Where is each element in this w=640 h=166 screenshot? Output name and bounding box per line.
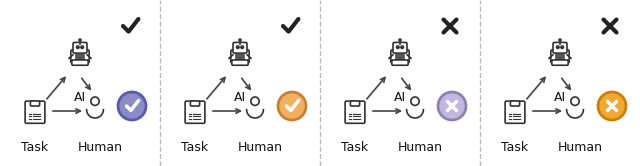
Circle shape bbox=[79, 39, 81, 41]
Text: Human: Human bbox=[77, 141, 122, 154]
FancyBboxPatch shape bbox=[345, 101, 365, 123]
Circle shape bbox=[396, 46, 399, 49]
FancyBboxPatch shape bbox=[351, 101, 360, 106]
FancyBboxPatch shape bbox=[553, 42, 567, 53]
Circle shape bbox=[598, 92, 626, 120]
Text: AI: AI bbox=[234, 91, 246, 104]
FancyBboxPatch shape bbox=[505, 101, 525, 123]
FancyBboxPatch shape bbox=[231, 50, 249, 64]
Text: AI: AI bbox=[74, 91, 86, 104]
Text: Task: Task bbox=[341, 141, 369, 154]
Text: Human: Human bbox=[557, 141, 602, 154]
FancyBboxPatch shape bbox=[73, 42, 87, 53]
Circle shape bbox=[401, 46, 404, 49]
FancyBboxPatch shape bbox=[233, 42, 247, 53]
Text: Task: Task bbox=[501, 141, 529, 154]
FancyBboxPatch shape bbox=[511, 101, 520, 106]
FancyBboxPatch shape bbox=[72, 60, 88, 65]
FancyBboxPatch shape bbox=[391, 50, 409, 64]
Circle shape bbox=[571, 97, 579, 105]
FancyBboxPatch shape bbox=[551, 50, 569, 64]
Circle shape bbox=[278, 92, 306, 120]
Circle shape bbox=[236, 46, 239, 49]
Text: Task: Task bbox=[21, 141, 49, 154]
Circle shape bbox=[559, 39, 561, 41]
Circle shape bbox=[81, 46, 84, 49]
Circle shape bbox=[561, 46, 564, 49]
FancyBboxPatch shape bbox=[191, 101, 200, 106]
FancyBboxPatch shape bbox=[31, 101, 40, 106]
FancyBboxPatch shape bbox=[185, 101, 205, 123]
Circle shape bbox=[76, 46, 79, 49]
Text: Human: Human bbox=[397, 141, 442, 154]
Circle shape bbox=[241, 46, 244, 49]
Circle shape bbox=[556, 46, 559, 49]
Circle shape bbox=[411, 97, 419, 105]
FancyBboxPatch shape bbox=[25, 101, 45, 123]
FancyBboxPatch shape bbox=[232, 60, 248, 65]
Circle shape bbox=[118, 92, 146, 120]
Text: Task: Task bbox=[181, 141, 209, 154]
Text: Human: Human bbox=[237, 141, 282, 154]
FancyBboxPatch shape bbox=[393, 42, 407, 53]
Text: AI: AI bbox=[394, 91, 406, 104]
FancyBboxPatch shape bbox=[392, 60, 408, 65]
Circle shape bbox=[251, 97, 259, 105]
Circle shape bbox=[239, 39, 241, 41]
FancyBboxPatch shape bbox=[71, 50, 89, 64]
Circle shape bbox=[399, 39, 401, 41]
Circle shape bbox=[438, 92, 466, 120]
Circle shape bbox=[91, 97, 99, 105]
FancyBboxPatch shape bbox=[552, 60, 568, 65]
Text: AI: AI bbox=[554, 91, 566, 104]
